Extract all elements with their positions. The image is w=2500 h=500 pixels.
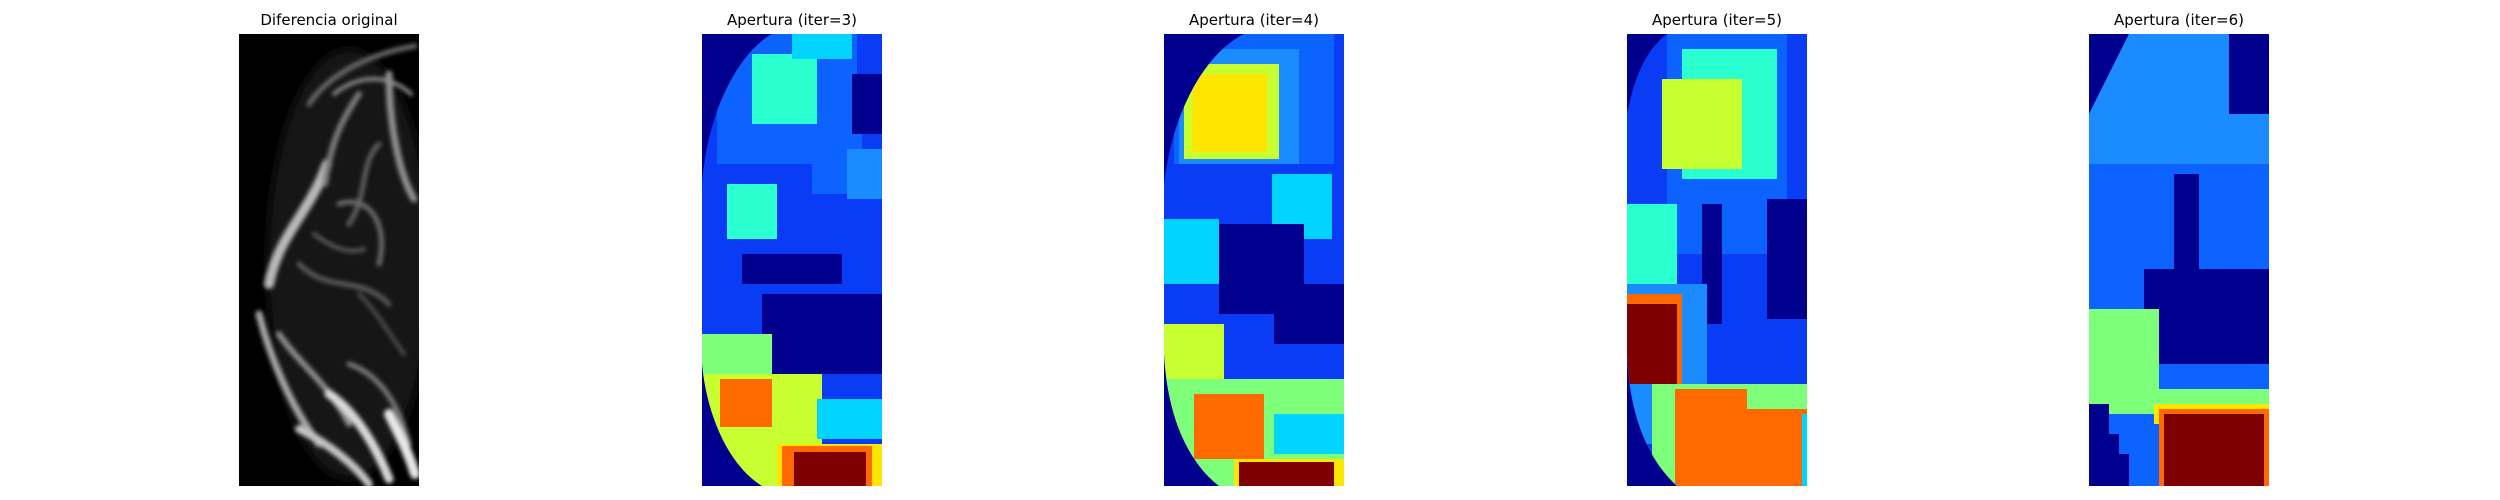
opening-iter5-image [1627,34,1807,486]
panel-title: Apertura (iter=3) [727,11,857,29]
panel-title: Apertura (iter=5) [1652,11,1782,29]
opening-iter6-image [2089,34,2269,486]
panel-title: Apertura (iter=6) [2114,11,2244,29]
opening-iter4-image [1164,34,1344,486]
panel-opening-iter4: Apertura (iter=4) [1164,0,1344,500]
opening-iter3-image [702,34,882,486]
panel-opening-iter5: Apertura (iter=5) [1627,0,1807,500]
panel-original-difference: Diferencia original [239,0,419,500]
panel-opening-iter6: Apertura (iter=6) [2089,0,2269,500]
panel-opening-iter3: Apertura (iter=3) [702,0,882,500]
panel-title: Diferencia original [260,11,398,29]
grayscale-difference-image [239,34,419,486]
panel-title: Apertura (iter=4) [1189,11,1319,29]
